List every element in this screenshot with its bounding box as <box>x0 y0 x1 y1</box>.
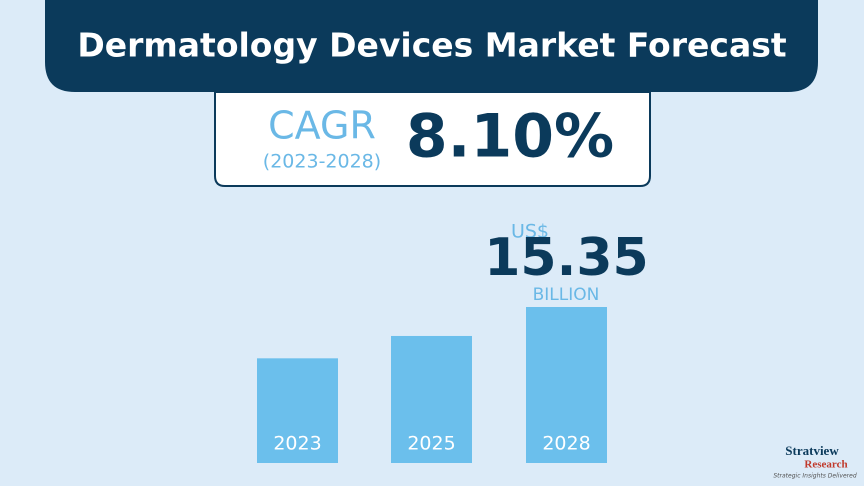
bar <box>257 358 338 463</box>
value-label: 15.35 <box>484 228 648 288</box>
cagr-period: (2023-2028) <box>263 151 381 173</box>
brand-tagline: Strategic Insights Delivered <box>773 473 856 480</box>
bar <box>391 335 472 463</box>
brand-sub: Research <box>804 459 847 471</box>
cagr-label: CAGR <box>268 104 376 148</box>
header-banner <box>45 0 818 92</box>
logo: Stratview Research Strategic Insights De… <box>773 443 856 480</box>
x-tick-label: 2025 <box>407 433 455 455</box>
brand-name: Stratview <box>785 443 839 458</box>
bar <box>526 307 607 463</box>
chart-title: Dermatology Devices Market Forecast <box>77 26 787 65</box>
cagr-box <box>214 91 651 187</box>
cagr-value: 8.10% <box>406 102 614 172</box>
currency-label: US$ <box>511 221 549 243</box>
unit-label: BILLION <box>533 285 600 305</box>
x-tick-label: 2028 <box>542 433 590 455</box>
x-tick-label: 2023 <box>273 433 321 455</box>
